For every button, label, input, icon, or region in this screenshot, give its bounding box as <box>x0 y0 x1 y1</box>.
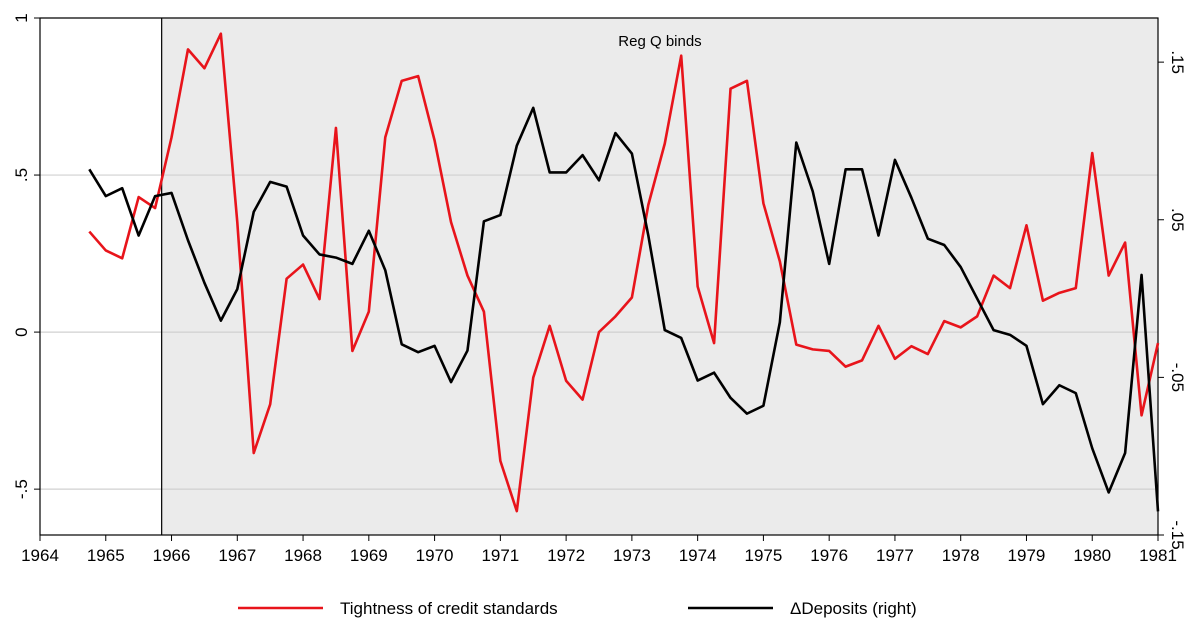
y2-tick-label: -.05 <box>1168 363 1187 392</box>
x-tick-label: 1970 <box>416 546 454 565</box>
x-tick-label: 1975 <box>744 546 782 565</box>
y2-tick-label: -.15 <box>1168 520 1187 549</box>
x-tick-label: 1964 <box>21 546 59 565</box>
series-line <box>88 106 1160 512</box>
y-tick-label: 1 <box>12 13 31 22</box>
x-tick-label: 1981 <box>1139 546 1177 565</box>
x-tick-label: 1973 <box>613 546 651 565</box>
y2-tick-label: .05 <box>1168 208 1187 232</box>
legend-label: Tightness of credit standards <box>340 599 558 618</box>
x-tick-label: 1967 <box>218 546 256 565</box>
x-tick-label: 1974 <box>679 546 717 565</box>
x-tick-label: 1976 <box>810 546 848 565</box>
x-tick-label: 1979 <box>1008 546 1046 565</box>
legend-label: ΔDeposits (right) <box>790 599 917 618</box>
x-tick-label: 1977 <box>876 546 914 565</box>
x-tick-label: 1980 <box>1073 546 1111 565</box>
annotation: Reg Q binds <box>618 33 701 50</box>
x-tick-label: 1968 <box>284 546 322 565</box>
shaded-region <box>161 18 1159 535</box>
y-tick-label: 0 <box>12 327 31 336</box>
x-tick-label: 1965 <box>87 546 125 565</box>
x-tick-label: 1978 <box>942 546 980 565</box>
series-line <box>88 32 1160 513</box>
y-tick-label: .5 <box>12 168 31 182</box>
x-tick-label: 1969 <box>350 546 388 565</box>
x-tick-label: 1966 <box>153 546 191 565</box>
x-tick-label: 1971 <box>481 546 519 565</box>
y-tick-label: -.5 <box>12 479 31 499</box>
y2-tick-label: .15 <box>1168 50 1187 74</box>
plot-area <box>40 17 1159 535</box>
x-tick-label: 1972 <box>547 546 585 565</box>
plot-frame <box>39 17 1159 536</box>
